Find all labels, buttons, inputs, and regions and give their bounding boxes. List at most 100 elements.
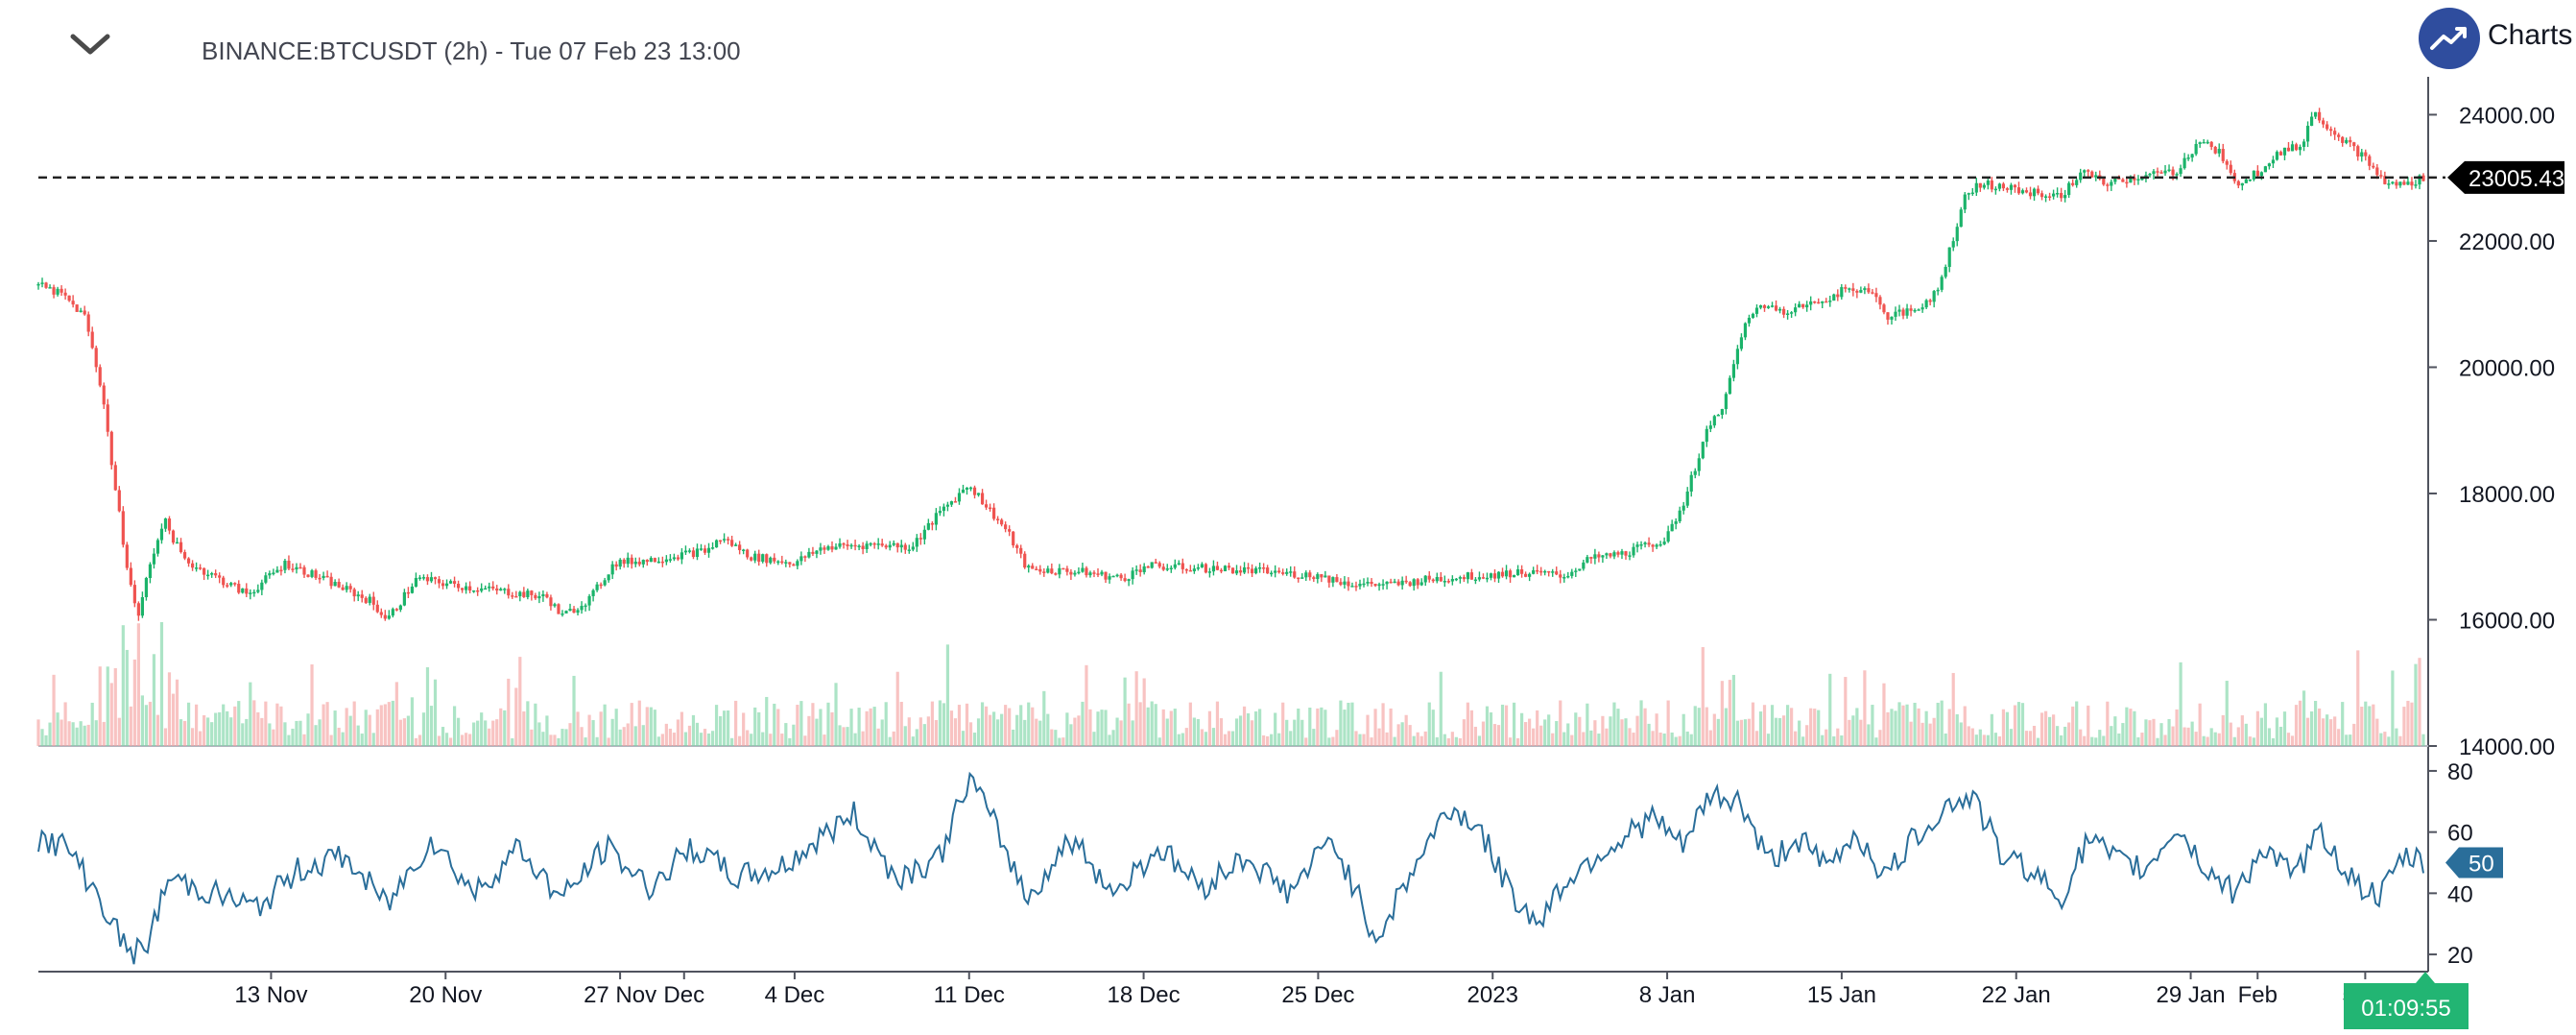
volume-bar bbox=[226, 710, 229, 746]
volume-bar bbox=[414, 737, 418, 746]
volume-bar bbox=[587, 714, 591, 746]
candle-body bbox=[2156, 171, 2159, 173]
candle-body bbox=[996, 518, 1000, 520]
candle-body bbox=[572, 609, 576, 614]
volume-bar bbox=[1609, 716, 1612, 746]
candle-body bbox=[2202, 141, 2206, 144]
chevron-down-icon[interactable] bbox=[67, 27, 113, 65]
candle-body bbox=[2206, 141, 2209, 144]
candle-body bbox=[159, 528, 164, 541]
volume-bar bbox=[125, 649, 129, 746]
candle-body bbox=[171, 530, 176, 543]
candle-body bbox=[356, 594, 360, 597]
candle-body bbox=[1285, 571, 1289, 574]
time-tick-label: 2023 bbox=[1467, 982, 1518, 1008]
candle-body bbox=[163, 518, 168, 529]
volume-bar bbox=[1454, 736, 1458, 746]
candle-body bbox=[1419, 582, 1423, 586]
candle-body bbox=[1469, 572, 1474, 580]
volume-bar bbox=[1466, 702, 1469, 746]
volume-bar bbox=[1817, 710, 1821, 746]
volume-bar bbox=[86, 724, 90, 746]
volume-bar bbox=[1223, 734, 1228, 746]
candle-body bbox=[599, 584, 603, 587]
candle-body bbox=[2194, 143, 2198, 155]
volume-bar bbox=[1932, 717, 1936, 746]
candle-body bbox=[1978, 182, 1982, 188]
volume-bar bbox=[750, 734, 753, 746]
candle-body bbox=[2329, 129, 2333, 132]
trending-up-icon[interactable] bbox=[2419, 8, 2480, 69]
volume-bar bbox=[980, 702, 985, 746]
candle-body bbox=[880, 543, 884, 546]
candle-body bbox=[2047, 196, 2052, 198]
candle-body bbox=[672, 557, 676, 560]
candle-body bbox=[1543, 570, 1547, 573]
candle-body bbox=[2322, 120, 2326, 125]
candle-body bbox=[750, 557, 753, 561]
candle-body bbox=[2313, 111, 2318, 117]
volume-bar bbox=[846, 727, 849, 746]
volume-bar bbox=[2263, 703, 2268, 746]
candle-body bbox=[968, 487, 973, 490]
candle-body bbox=[687, 550, 692, 552]
candle-body bbox=[67, 295, 71, 301]
candle-body bbox=[584, 605, 587, 608]
volume-bar bbox=[2221, 714, 2225, 746]
volume-bar bbox=[1828, 673, 1832, 746]
candle-body bbox=[2083, 170, 2087, 173]
candle-body bbox=[1566, 575, 1570, 578]
candle-body bbox=[1798, 303, 1801, 308]
candle-body bbox=[2148, 174, 2152, 176]
candle-body bbox=[1920, 307, 1924, 310]
volume-bar bbox=[534, 703, 537, 746]
volume-bar bbox=[1997, 735, 2002, 746]
candle-body bbox=[1230, 567, 1235, 574]
candle-body bbox=[214, 573, 218, 576]
candle-body bbox=[561, 613, 564, 615]
candle-body bbox=[182, 552, 187, 559]
candle-body bbox=[1146, 566, 1150, 568]
candle-body bbox=[2302, 141, 2306, 147]
candle-body bbox=[1624, 551, 1628, 556]
candle-body bbox=[1928, 300, 1932, 302]
volume-bar bbox=[444, 733, 449, 746]
candle-body bbox=[2106, 184, 2110, 186]
candle-body bbox=[942, 506, 946, 512]
candle-body bbox=[1655, 544, 1658, 547]
candle-body bbox=[421, 577, 426, 579]
volume-bar bbox=[1154, 704, 1157, 746]
candle-body bbox=[1894, 311, 1897, 317]
candle-body bbox=[545, 593, 549, 598]
volume-bar bbox=[2345, 734, 2349, 746]
candle-body bbox=[1959, 209, 1963, 228]
candle-body bbox=[495, 588, 499, 591]
volume-bar bbox=[90, 702, 94, 746]
candle-body bbox=[965, 488, 969, 490]
candle-body bbox=[514, 595, 518, 598]
volume-bar bbox=[1439, 671, 1443, 746]
candle-body bbox=[1924, 300, 1928, 308]
candle-body bbox=[1308, 572, 1312, 578]
volume-bar bbox=[849, 709, 853, 746]
volume-bar bbox=[1000, 713, 1004, 746]
candle-body bbox=[834, 546, 838, 550]
volume-bar bbox=[1481, 721, 1486, 746]
volume-bar bbox=[318, 719, 322, 746]
candle-body bbox=[1253, 567, 1258, 574]
candle-body bbox=[796, 561, 799, 566]
volume-bar bbox=[930, 701, 934, 746]
candle-body bbox=[972, 487, 977, 495]
volume-bar bbox=[1532, 728, 1536, 746]
candle-body bbox=[2182, 157, 2186, 169]
candle-body bbox=[1320, 574, 1324, 578]
volume-bar bbox=[1747, 718, 1752, 746]
candle-body bbox=[1061, 567, 1065, 570]
volume-bar bbox=[949, 710, 954, 746]
volume-bar bbox=[113, 667, 117, 746]
volume-bar bbox=[2121, 723, 2125, 746]
volume-bar bbox=[1038, 720, 1042, 746]
candle-body bbox=[1234, 570, 1239, 574]
volume-bar bbox=[159, 621, 164, 746]
